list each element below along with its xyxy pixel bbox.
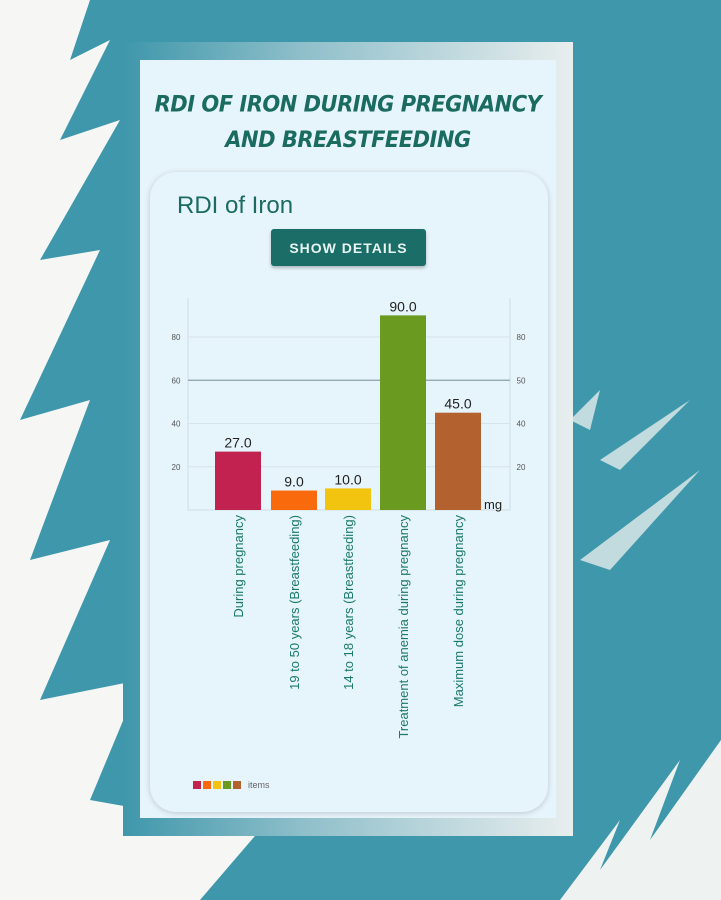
bar — [215, 451, 261, 510]
bar — [435, 412, 481, 510]
legend: items — [193, 780, 270, 790]
right-tick-label: 80 — [517, 333, 526, 342]
bar — [271, 490, 317, 510]
legend-swatch — [193, 781, 201, 789]
legend-swatch — [223, 781, 231, 789]
left-tick-label: 40 — [172, 420, 181, 429]
left-tick-label: 80 — [172, 333, 181, 342]
card-title: RDI of Iron — [177, 192, 294, 219]
x-tick-label: Maximum dose during pregnancy — [451, 515, 466, 708]
bar — [325, 488, 371, 510]
left-tick-label: 20 — [172, 463, 181, 472]
right-tick-label: 50 — [517, 376, 526, 385]
legend-swatch — [233, 781, 241, 789]
legend-label: items — [248, 780, 270, 790]
data-label: 27.0 — [224, 435, 251, 451]
legend-swatch — [213, 781, 221, 789]
x-tick-label: 14 to 18 years (Breastfeeding) — [341, 515, 356, 690]
data-label: 90.0 — [389, 298, 416, 314]
right-tick-label: 20 — [517, 463, 526, 472]
right-tick-label: 40 — [517, 420, 526, 429]
data-label: 9.0 — [284, 474, 304, 490]
bar — [380, 315, 426, 510]
left-tick-label: 60 — [172, 376, 181, 385]
x-tick-label: Treatment of anemia during pregnancy — [396, 515, 411, 739]
page-title: RDI OF IRON DURING PREGNANCY AND BREASTF… — [154, 91, 542, 153]
data-label: 10.0 — [334, 471, 361, 487]
show-details-button[interactable]: SHOW DETAILS — [271, 229, 426, 266]
data-label: 45.0 — [444, 396, 471, 412]
x-tick-label: 19 to 50 years (Breastfeeding) — [287, 515, 302, 690]
x-tick-label: During pregnancy — [231, 515, 246, 618]
legend-swatch — [203, 781, 211, 789]
unit-label: mg — [484, 497, 502, 512]
